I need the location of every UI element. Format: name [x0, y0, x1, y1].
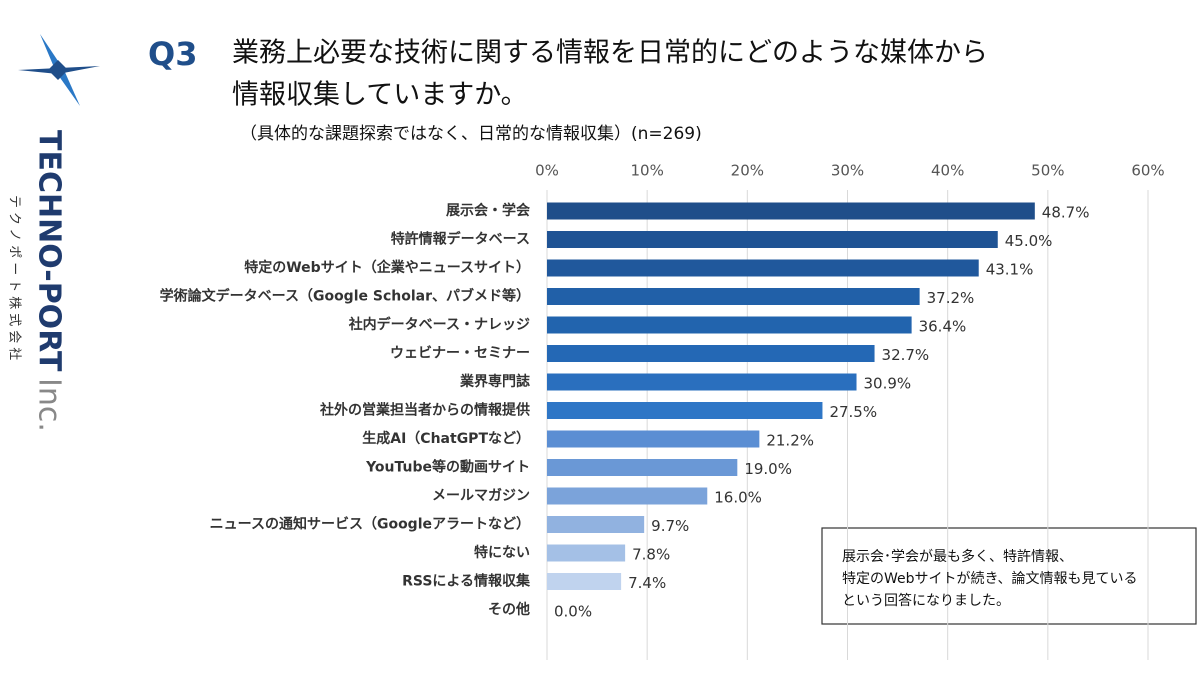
annotation-text: 特定のWebサイトが続き、論文情報も見ている: [842, 570, 1138, 587]
value-label: 48.7%: [1042, 204, 1090, 222]
bar: [547, 402, 823, 419]
y-tick-label: 学術論文データベース（Google Scholar、パブメド等）: [160, 288, 530, 305]
value-label: 30.9%: [864, 375, 912, 393]
x-tick-label: 50%: [1031, 162, 1064, 180]
logo-suffix: Inc.: [32, 378, 67, 432]
bar: [547, 288, 920, 305]
value-label: 21.2%: [766, 432, 814, 450]
bar: [547, 430, 760, 448]
chart-subtitle: （具体的な課題探索ではなく、日常的な情報収集）(n=269): [240, 124, 702, 144]
bar: [547, 231, 998, 248]
x-tick-label: 40%: [931, 162, 964, 180]
logo-company: テクノポート株式会社: [7, 195, 23, 364]
question-number: Q3: [148, 35, 197, 73]
y-tick-label: 特許情報データベース: [391, 231, 530, 248]
annotation-box: [821, 527, 1197, 625]
y-tick-label: YouTube等の動画サイト: [365, 459, 530, 476]
value-label: 9.7%: [651, 517, 689, 535]
y-tick-label: 展示会・学会: [446, 202, 531, 219]
y-tick-label: 社外の営業担当者からの情報提供: [319, 402, 530, 419]
y-tick-label: 社内データベース・ナレッジ: [348, 316, 530, 333]
logo-icon: [18, 34, 100, 106]
bar: [547, 573, 622, 590]
value-label: 45.0%: [1005, 232, 1053, 250]
value-label: 7.8%: [632, 546, 670, 564]
annotation-text: 展示会･学会が最も多く、特許情報、: [842, 548, 1073, 565]
x-tick-label: 60%: [1131, 162, 1164, 180]
chart-title: 情報収集していますか。: [232, 80, 528, 111]
bar: [547, 373, 857, 391]
y-tick-label: その他: [488, 601, 530, 618]
value-label: 43.1%: [986, 261, 1034, 279]
logo-text: TECHNO-PORT: [32, 130, 67, 372]
y-tick-label: 特にない: [474, 544, 530, 561]
y-tick-label: RSSによる情報収集: [402, 573, 531, 590]
value-label: 27.5%: [829, 403, 877, 421]
annotation-text: という回答になりました。: [842, 592, 1010, 609]
y-tick-label: 生成AI（ChatGPTなど）: [362, 430, 530, 447]
value-label: 36.4%: [919, 318, 967, 336]
bar: [547, 259, 979, 277]
bar: [547, 544, 626, 562]
x-tick-label: 10%: [630, 162, 663, 180]
y-tick-label: メールマガジン: [432, 488, 530, 504]
x-tick-label: 0%: [535, 162, 559, 180]
chart-title: 業務上必要な技術に関する情報を日常的にどのような媒体から: [232, 38, 988, 69]
value-label: 37.2%: [927, 289, 975, 307]
bar: [547, 316, 912, 334]
value-label: 32.7%: [882, 346, 930, 364]
x-tick-label: 30%: [831, 162, 864, 180]
value-label: 0.0%: [554, 603, 592, 621]
y-tick-label: 特定のWebサイト（企業やニュースサイト）: [244, 259, 530, 276]
bar: [547, 202, 1035, 220]
value-label: 7.4%: [628, 574, 666, 592]
bar: [547, 516, 645, 533]
value-label: 16.0%: [714, 489, 762, 507]
bar: [547, 487, 708, 505]
x-tick-label: 20%: [731, 162, 764, 180]
value-label: 19.0%: [744, 460, 792, 478]
bar: [547, 345, 875, 362]
y-tick-label: ウェビナー・セミナー: [390, 346, 530, 362]
y-tick-label: 業界専門誌: [459, 373, 530, 390]
bar: [547, 459, 738, 476]
y-tick-label: ニュースの通知サービス（Googleアラートなど）: [210, 516, 530, 533]
